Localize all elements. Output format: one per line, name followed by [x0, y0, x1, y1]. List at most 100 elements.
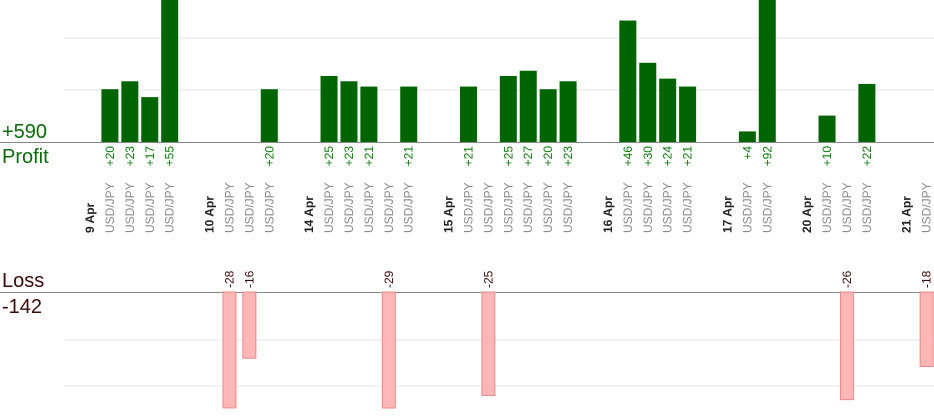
profit-value-label: +23 — [123, 146, 137, 167]
symbol-label: USD/JPY — [382, 182, 396, 233]
loss-bar — [381, 291, 396, 409]
symbol-label: USD/JPY — [561, 182, 575, 233]
profit-bar — [320, 76, 338, 142]
symbol-label: USD/JPY — [501, 182, 515, 233]
profit-bar — [539, 89, 557, 142]
profit-bar — [818, 115, 836, 142]
profit-value-label: +46 — [621, 146, 635, 167]
profit-bar — [659, 78, 677, 142]
profit-value-label: +24 — [661, 146, 675, 167]
symbol-label: USD/JPY — [222, 182, 236, 233]
symbol-label: USD/JPY — [481, 182, 495, 233]
profit-value-label: +10 — [820, 146, 834, 167]
loss-total: -142 — [2, 296, 42, 318]
symbol-label: USD/JPY — [103, 182, 117, 233]
loss-bar — [839, 291, 854, 401]
profit-value-label: +23 — [342, 146, 356, 167]
loss-value-label: -28 — [222, 270, 236, 288]
profit-value-label: +23 — [561, 146, 575, 167]
loss-bar — [222, 291, 237, 409]
date-label: 20 Apr — [800, 196, 814, 233]
symbol-label: USD/JPY — [541, 182, 555, 233]
trade-bars — [101, 0, 934, 409]
profit-value-label: +22 — [860, 146, 874, 167]
loss-value-label: -29 — [382, 270, 396, 288]
symbol-label: USD/JPY — [840, 182, 854, 233]
loss-value-label: -16 — [242, 270, 256, 288]
loss-value-label: -26 — [840, 270, 854, 288]
symbol-label: USD/JPY — [123, 182, 137, 233]
grid-lines — [0, 37, 934, 387]
profit-value-label: +20 — [541, 146, 555, 167]
symbol-label: USD/JPY — [920, 182, 934, 233]
symbol-label: USD/JPY — [143, 182, 157, 233]
symbol-label: USD/JPY — [262, 182, 276, 233]
profit-value-label: +92 — [760, 146, 774, 167]
symbol-label: USD/JPY — [461, 182, 475, 233]
profit-bar — [758, 0, 776, 143]
date-label: 21 Apr — [900, 196, 914, 233]
symbol-label: USD/JPY — [681, 182, 695, 233]
symbol-label: USD/JPY — [163, 182, 177, 233]
profit-bar — [360, 86, 378, 142]
profit-bar — [459, 86, 477, 142]
loss-value-label: -25 — [481, 270, 495, 288]
symbol-label: USD/JPY — [521, 182, 535, 233]
profit-bar — [121, 81, 139, 142]
date-label: 9 Apr — [83, 202, 97, 233]
profit-value-label: +20 — [262, 146, 276, 167]
profit-bar — [400, 86, 418, 142]
profit-value-label: +27 — [521, 146, 535, 167]
symbol-label: USD/JPY — [641, 182, 655, 233]
symbol-label: USD/JPY — [740, 182, 754, 233]
profit-value-label: +20 — [103, 146, 117, 167]
date-label: 10 Apr — [203, 196, 217, 233]
profit-bar — [161, 0, 179, 142]
symbol-label: USD/JPY — [621, 182, 635, 233]
profit-value-label: +30 — [641, 146, 655, 167]
profit-bar — [260, 89, 278, 142]
profit-bar — [141, 97, 159, 142]
symbol-label: USD/JPY — [362, 182, 376, 233]
profit-total: +590 — [2, 121, 47, 143]
profit-bar — [738, 131, 756, 142]
profit-value-label: +55 — [163, 146, 177, 167]
profit-value-label: +25 — [322, 146, 336, 167]
symbol-label: USD/JPY — [820, 182, 834, 233]
profit-value-label: +21 — [461, 146, 475, 167]
date-label: 14 Apr — [302, 196, 316, 233]
loss-bar — [919, 291, 934, 368]
profit-bar — [858, 83, 876, 142]
category-labels: 9 Apr USD/JPY +20 USD/JPY +23 USD/JPY +17 USD/J… — [83, 146, 934, 288]
profit-bar — [679, 86, 697, 142]
profit-bar — [559, 81, 577, 142]
profit-bar — [519, 70, 537, 142]
profit-value-label: +21 — [362, 146, 376, 167]
profit-value-label: +21 — [681, 146, 695, 167]
symbol-label: USD/JPY — [322, 182, 336, 233]
symbol-label: USD/JPY — [860, 182, 874, 233]
profit-bar — [639, 62, 657, 142]
symbol-label: USD/JPY — [242, 182, 256, 233]
loss-value-label: -18 — [920, 270, 934, 288]
profit-bar — [101, 89, 119, 142]
symbol-label: USD/JPY — [402, 182, 416, 233]
date-label: 17 Apr — [720, 196, 734, 233]
profit-bar — [619, 20, 637, 143]
loss-label: Loss — [2, 270, 44, 292]
profit-bar — [340, 81, 358, 142]
date-label: 16 Apr — [601, 196, 615, 233]
symbol-label: USD/JPY — [342, 182, 356, 233]
profit-value-label: +17 — [143, 146, 157, 167]
symbol-label: USD/JPY — [661, 182, 675, 233]
profit-label: Profit — [2, 146, 49, 168]
loss-bar — [481, 291, 496, 396]
loss-bar — [242, 291, 257, 359]
symbol-label: USD/JPY — [760, 182, 774, 233]
date-label: 15 Apr — [442, 196, 456, 233]
profit-bar — [499, 76, 517, 142]
profit-value-label: +4 — [740, 146, 754, 160]
profit-value-label: +21 — [402, 146, 416, 167]
profit-value-label: +25 — [501, 146, 515, 167]
